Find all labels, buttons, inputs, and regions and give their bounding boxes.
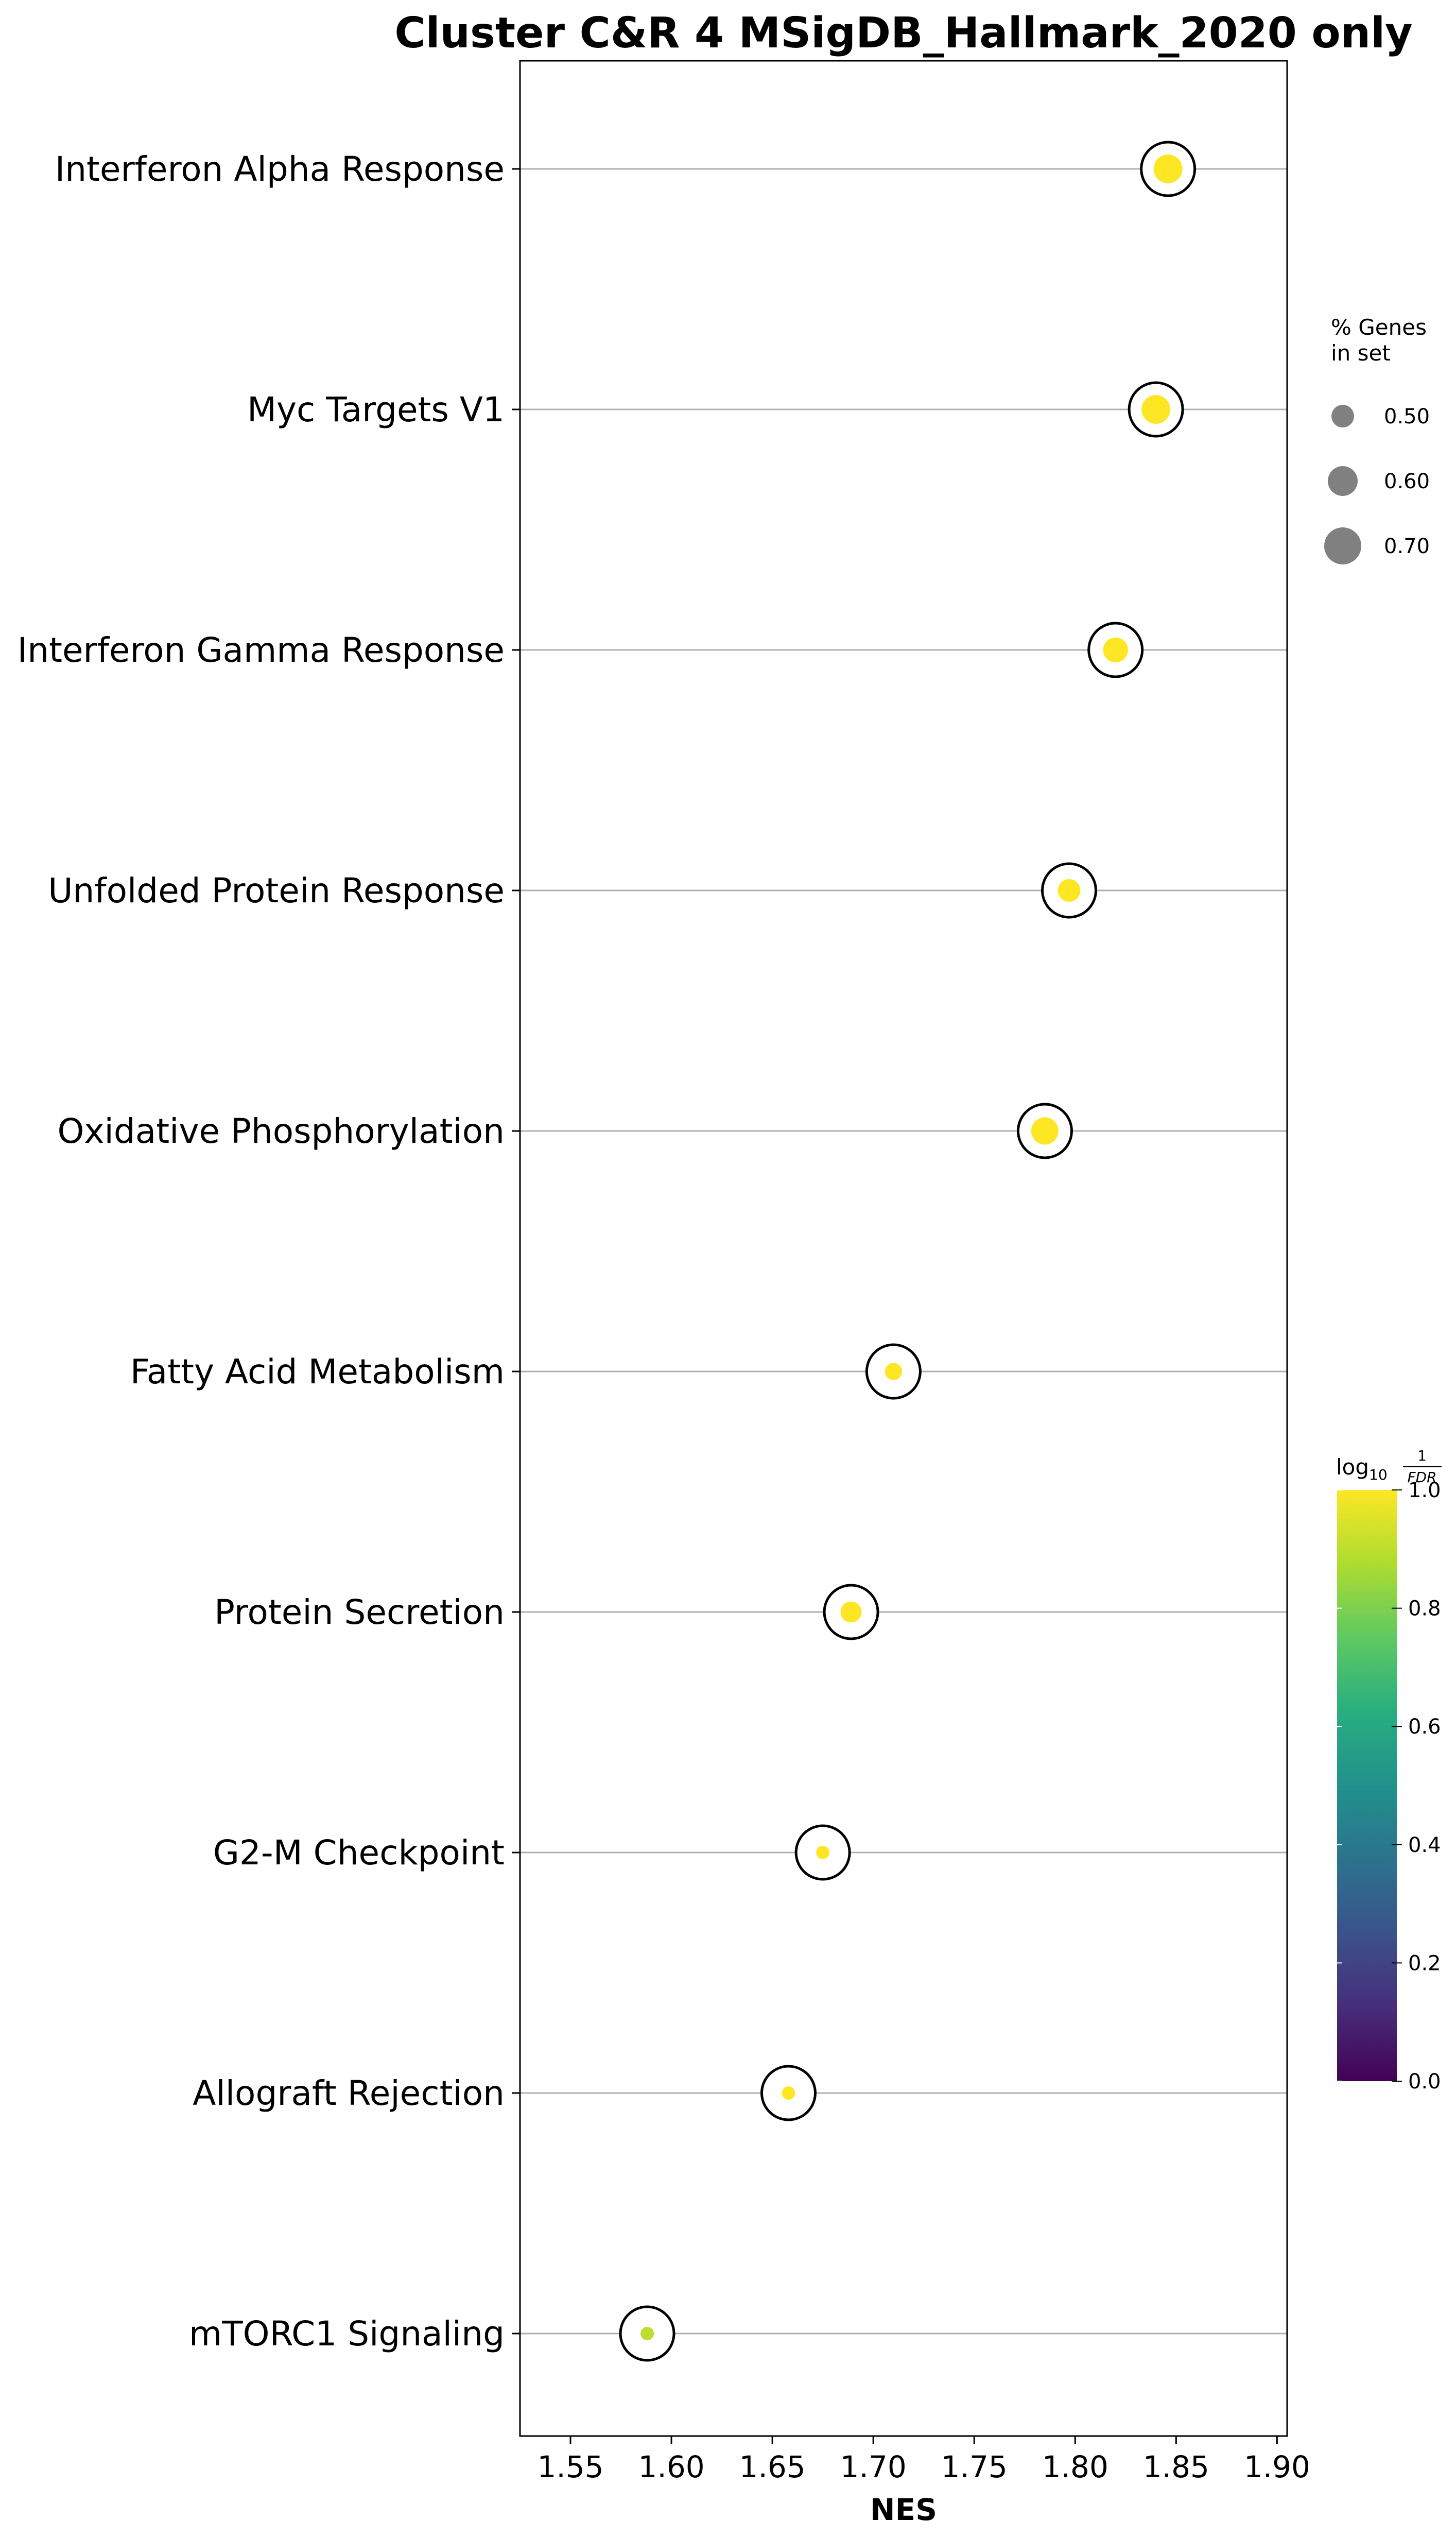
size-legend-title-line-2: in set xyxy=(1331,340,1391,366)
x-tick-label: 1.90 xyxy=(1244,2449,1310,2484)
category-label: Allograft Rejection xyxy=(193,2073,505,2113)
size-legend-label: 0.60 xyxy=(1384,470,1430,493)
data-point xyxy=(840,1601,862,1623)
data-markers xyxy=(619,141,1197,2362)
size-legend: % Genes in set 0.50 0.60 0.70 xyxy=(1324,315,1430,564)
x-tick-label: 1.80 xyxy=(1042,2449,1108,2484)
category-label: G2-M Checkpoint xyxy=(213,1833,505,1873)
x-axis-ticks: 1.55 1.60 1.65 1.70 1.75 1.80 1.85 1.90 xyxy=(537,2436,1310,2484)
colorbar-label-numerator: 1 xyxy=(1417,1447,1427,1464)
category-label: Myc Targets V1 xyxy=(247,390,505,430)
data-point xyxy=(1141,395,1171,424)
colorbar-tick-label: 1.0 xyxy=(1408,1479,1441,1502)
plot-area-frame xyxy=(519,60,1288,2437)
size-legend-label: 0.70 xyxy=(1384,535,1430,558)
category-label: Oxidative Phosphorylation xyxy=(58,1111,505,1151)
category-label: Interferon Alpha Response xyxy=(55,149,505,189)
colorbar: log10 1 FDR 0.0 0.2 0.4 0.6 0.8 1.0 xyxy=(1336,1447,1442,2094)
data-point xyxy=(816,1846,830,1859)
category-label: Fatty Acid Metabolism xyxy=(130,1352,505,1392)
x-tick-label: 1.60 xyxy=(638,2449,705,2484)
data-point xyxy=(782,2086,795,2100)
data-point xyxy=(1153,155,1183,183)
colorbar-label-denominator: FDR xyxy=(1407,1469,1436,1486)
size-legend-marker xyxy=(1331,405,1354,427)
colorbar-tick-label: 0.0 xyxy=(1408,2070,1441,2094)
data-point xyxy=(885,1363,903,1380)
data-point xyxy=(1058,879,1081,902)
colorbar-tick-label: 0.2 xyxy=(1408,1951,1441,1975)
category-label: Interferon Gamma Response xyxy=(18,630,505,670)
data-point xyxy=(1031,1117,1059,1145)
gridlines xyxy=(520,168,1287,2335)
colorbar-gradient xyxy=(1337,1490,1397,2081)
data-point xyxy=(640,2327,654,2340)
x-tick-label: 1.85 xyxy=(1143,2449,1209,2484)
category-label: Protein Secretion xyxy=(214,1592,505,1632)
size-legend-title-line-1: % Genes xyxy=(1331,315,1427,340)
size-legend-marker xyxy=(1328,466,1358,496)
colorbar-tick-label: 0.8 xyxy=(1408,1597,1441,1621)
category-label: mTORC1 Signaling xyxy=(189,2314,505,2354)
size-legend-label: 0.50 xyxy=(1384,405,1430,428)
category-labels: Interferon Alpha Response Myc Targets V1 I… xyxy=(18,149,520,2354)
x-axis-label: NES xyxy=(870,2492,937,2527)
chart-title: Cluster C&R 4 MSigDB_Hallmark_2020 only xyxy=(394,9,1412,58)
colorbar-label: log10 xyxy=(1336,1454,1388,1483)
x-tick-label: 1.55 xyxy=(537,2449,603,2484)
size-legend-marker xyxy=(1324,527,1361,564)
colorbar-tick-label: 0.6 xyxy=(1408,1715,1441,1739)
x-tick-label: 1.75 xyxy=(941,2449,1008,2484)
x-tick-label: 1.70 xyxy=(840,2449,907,2484)
data-point xyxy=(1103,637,1128,663)
colorbar-tick-label: 0.4 xyxy=(1408,1833,1441,1857)
category-label: Unfolded Protein Response xyxy=(48,871,505,911)
x-tick-label: 1.65 xyxy=(739,2449,806,2484)
